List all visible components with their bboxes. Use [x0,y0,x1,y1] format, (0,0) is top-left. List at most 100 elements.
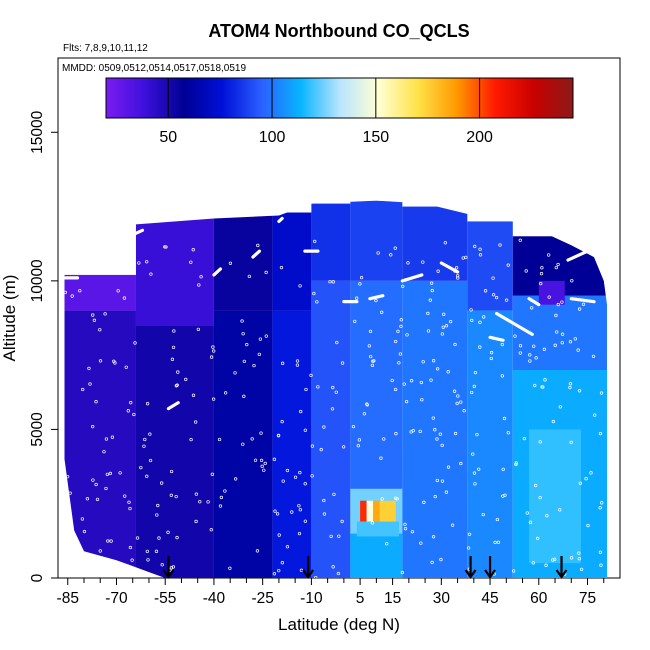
sample-point [171,345,176,350]
sample-point [599,391,604,395]
y-axis: 0 5000 10000 15000 [29,110,58,582]
sample-point [402,382,406,386]
sample-point [472,471,477,475]
sample-point [64,290,68,295]
sample-point [259,431,263,435]
sample-point [397,361,401,365]
heatmap-cell [529,429,582,564]
sample-point [543,378,547,382]
sample-point [64,531,67,535]
sample-point [108,573,112,577]
sample-point [600,501,604,505]
sample-point [106,539,110,543]
y-tick-label: 0 [29,573,46,582]
sample-point [127,500,131,504]
x-tick-label: 60 [530,590,548,607]
sample-point [310,444,315,448]
sample-point [135,536,140,540]
sample-point [64,261,67,266]
sample-point [528,359,532,363]
sample-point [250,437,254,441]
sample-point [513,334,517,338]
sample-point [558,508,562,512]
sample-point [421,260,425,264]
sample-point [206,500,210,504]
sample-point [365,403,369,407]
sample-point [431,535,436,539]
sample-point [440,443,444,448]
sample-point [435,478,439,483]
sample-point [598,250,602,254]
sample-point [312,291,316,296]
sample-point [426,311,430,316]
sample-point [80,517,85,521]
y-tick-label: 15000 [29,110,46,153]
sample-point [395,497,399,501]
sample-point [298,470,302,475]
sample-point [440,479,445,483]
heatmap-cell [350,200,403,281]
profile-arrows [162,556,568,579]
sample-point [461,256,465,260]
heatmap-cell [379,500,396,522]
sample-point [539,272,544,276]
sample-point [482,315,486,319]
sample-point [491,293,496,297]
sample-point [253,458,258,462]
sample-point [160,481,164,485]
sample-point [533,483,538,488]
sample-point [103,312,107,316]
heatmap-cell [366,500,374,522]
sample-point [277,568,281,573]
sample-point [544,563,548,567]
sample-point [577,551,581,555]
sample-point [95,497,100,502]
y-axis-label: Altitude (m) [0,275,19,362]
sample-point [453,431,458,436]
sample-point [394,432,398,436]
sample-point [428,298,432,302]
colorbar-gradient [105,77,574,119]
sample-point [442,312,446,316]
sample-point [131,262,135,267]
flight-track [368,294,385,301]
sample-point [440,332,445,336]
sample-point [594,236,598,240]
flight-track [400,273,424,283]
sample-point [280,361,285,365]
x-tick-label: 5 [356,590,365,607]
sample-point [382,437,386,441]
sample-point [255,549,260,553]
sample-point [501,467,505,472]
sample-point [436,269,440,273]
sample-point [175,535,179,540]
sample-point [399,318,403,322]
sample-point [553,557,557,561]
sample-point [128,507,132,511]
sample-point [211,345,215,349]
sample-point [155,513,159,517]
sample-point [285,468,290,473]
flight-track [494,311,534,336]
sample-point [473,370,478,375]
sample-point [143,437,147,442]
sample-point [223,391,228,395]
sample-point [553,343,557,347]
sample-point [145,549,149,554]
sample-point [280,561,285,565]
sample-point [577,307,582,311]
sample-point [164,245,168,249]
sample-point [422,500,426,504]
sample-point [514,461,518,465]
sample-point [139,465,143,470]
sample-point [331,385,335,390]
sample-point [429,378,433,382]
sample-point [156,503,160,508]
sample-point [170,357,175,361]
sample-point [401,284,405,289]
sample-point [279,266,284,270]
sample-point [336,571,341,576]
flight-track [277,216,284,224]
sample-point [110,435,115,439]
arrow-head [484,569,496,579]
